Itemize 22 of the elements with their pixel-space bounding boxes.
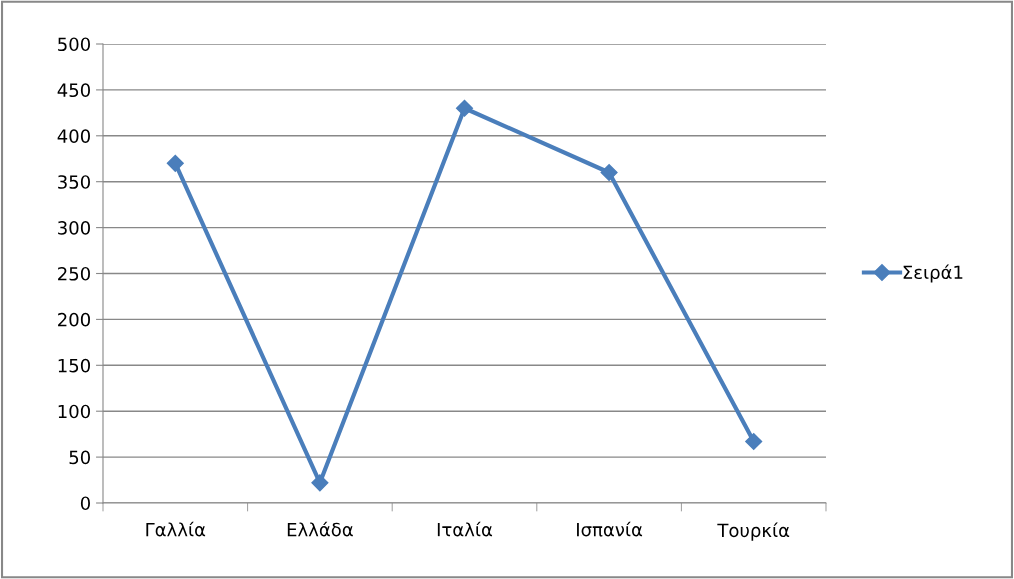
x-tick-label: Γαλλία — [146, 521, 206, 537]
point — [166, 154, 184, 172]
y-tick-label: 100 — [58, 404, 90, 419]
y-tick-label: 150 — [58, 358, 90, 373]
y-tick-label: 450 — [57, 83, 90, 98]
y-tick-label: 250 — [58, 266, 90, 281]
x-tick-label: Ελλάδα — [287, 521, 353, 537]
point — [311, 474, 329, 492]
y-tick-label: 200 — [58, 312, 90, 327]
legend-label: Σειρά1 — [903, 264, 963, 283]
y-tick-label: 500 — [58, 37, 90, 52]
y-tick-label: 50 — [69, 450, 90, 465]
y-tick-label: 0 — [80, 496, 90, 511]
point — [745, 432, 763, 451]
y-tick-label: 350 — [58, 175, 90, 189]
point — [600, 163, 618, 182]
point — [455, 99, 474, 117]
x-tick-label: Ισπανία — [577, 521, 643, 537]
x-tick-label: Ιταλία — [437, 521, 493, 537]
x-tick-label: Τουρκία — [717, 522, 790, 541]
y-tick-label: 300 — [58, 221, 90, 235]
y-tick-label: 400 — [57, 129, 90, 143]
